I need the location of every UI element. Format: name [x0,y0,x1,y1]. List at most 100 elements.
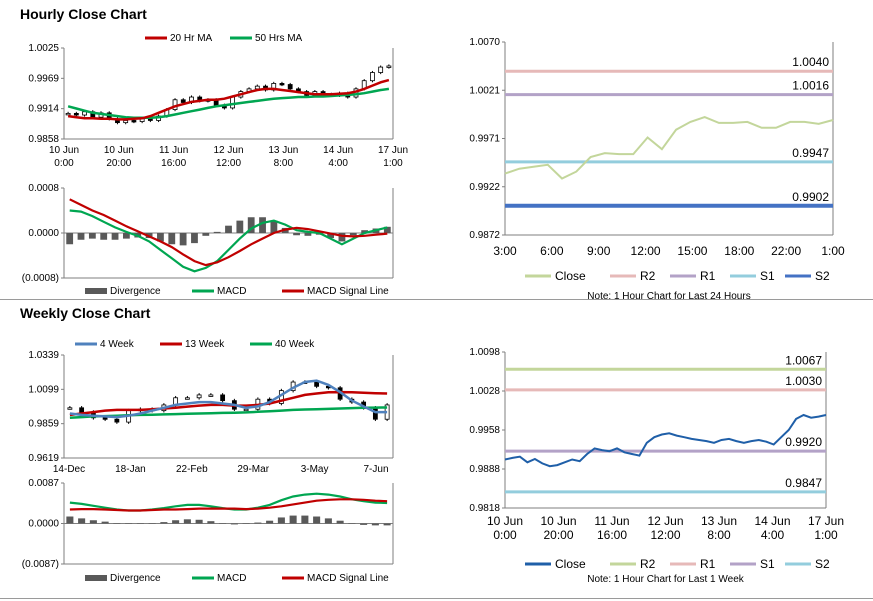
weekly-macd-legend-macd-label: MACD [217,573,246,584]
hourly-price-xtick-time: 0:00 [54,158,74,169]
hourly-price-xtick-time: 20:00 [106,158,131,169]
weekly-macd-divergence-bar [113,523,121,524]
weekly-macd-divergence-bar [289,515,297,524]
hourly-price-ytick-label: 0.9969 [28,73,59,84]
hourly-price-xtick-date: 11 Jun [159,145,188,156]
weekly-macd-ytick-label: 0.0087 [28,478,59,489]
hourly-macd-divergence-bar [293,233,300,236]
hourly-macd-divergence-bar [304,233,312,236]
weekly-hourly-xtick-date: 12 Jun [647,514,683,528]
hourly-price-candle-body [386,65,392,68]
hourly-24h-ytick-label: 1.0021 [469,85,500,96]
hourly-price-ytick-label: 0.9914 [28,104,59,115]
hourly-price-xtick-date: 10 Jun [104,145,134,156]
hourly-macd-divergence-bar [179,233,187,246]
weekly-macd-divergence-bar [66,516,74,524]
weekly-hourly-ytick-label: 0.9818 [469,503,500,514]
hourly-24h-xtick-label: 6:00 [540,244,564,258]
hourly-price-xtick-date: 12 Jun [213,145,243,156]
hourly-price-xtick-date: 10 Jun [49,145,79,156]
hourly-price-candle-body [65,112,71,116]
hourly-price-xtick-date: 17 Jun [378,145,408,156]
weekly-hourly-xtick-time: 1:00 [814,528,838,542]
weekly-legend-4week-label: 4 Week [100,339,135,350]
bottom-divider [0,598,873,599]
weekly-price-candle-body [314,381,320,387]
hourly-price-xtick-date: 13 Jun [268,145,298,156]
weekly-price-candle-body [79,407,85,413]
weekly-macd-divergence-bar [148,523,156,524]
weekly-macd-divergence-bar [78,518,86,524]
weekly-hourly-ytick-label: 1.0028 [469,386,500,397]
hourly-macd-divergence-bar [122,233,130,239]
weekly-price-xtick-label: 18-Jan [115,464,146,475]
weekly-hourly-xtick-date: 10 Jun [487,514,523,528]
hourly-macd-divergence-bar [191,233,198,244]
hourly-24h-close-line [504,116,834,180]
hourly-macd-divergence-bar [270,220,278,233]
hourly-macd-divergence-bar [361,230,369,233]
hourly-price-ytick-label: 0.9858 [28,134,59,145]
weekly-hourly-xtick-date: 13 Jun [701,514,737,528]
hourly-macd-legend-signal-label: MACD Signal Line [307,286,389,297]
weekly-macd-divergence-bar [136,523,144,524]
weekly-macd-divergence-bar [277,517,285,524]
weekly-hourly-xtick-time: 16:00 [597,528,627,542]
weekly-macd-ytick-label: (0.0087) [22,559,59,570]
hourly-price-candle-body [287,84,293,90]
weekly-legend-13week-label: 13 Week [185,339,225,350]
weekly-macd-divergence-bar [371,523,379,526]
hourly-macd-divergence-bar [202,233,210,236]
hourly-macd-divergence-bar [349,233,357,236]
hourly-24h-level-r1-label: 1.0016 [792,79,829,93]
hourly-price-xtick-time: 16:00 [161,158,186,169]
weekly-price-ytick-label: 1.0099 [28,384,59,395]
weekly-macd-divergence-bar [383,523,391,526]
hourly-24h-xtick-label: 12:00 [631,244,661,258]
hourly-macd-divergence-bar [213,231,221,233]
weekly-macd-divergence-bar [207,521,215,524]
weekly-macd-divergence-bar [242,523,250,524]
weekly-hourly-xtick-time: 12:00 [650,528,680,542]
hourly-macd-chart: 0.0008 0.0000 (0.0008) Divergence MACD MACD S… [22,183,394,297]
weekly-macd-divergence-bar [183,519,191,524]
weekly-macd-divergence-bar [336,520,344,524]
hourly-24h-legend-s2-label: S2 [815,269,830,283]
hourly-price-xtick-time: 12:00 [216,158,241,169]
weekly-price-xtick-label: 7-Jun [363,464,388,475]
hourly-macd-divergence-bar [100,233,108,240]
weekly-price-ytick-label: 1.0339 [28,350,59,361]
weekly-price-candle-body [196,394,202,399]
weekly-macd-divergence-bar [324,518,332,524]
weekly-hourly-level-s1-label: 0.9920 [785,435,822,449]
hourly-macd-divergence-bar [157,233,164,242]
weekly-hourly-ytick-label: 0.9958 [469,425,500,436]
hourly-24h-ytick-label: 0.9872 [469,230,500,241]
weekly-hourly-xtick-date: 11 Jun [594,514,629,528]
weekly-4week-line [69,379,388,419]
weekly-macd-divergence-bar [360,523,368,525]
hourly-price-chart: 1.0025 0.9969 0.9914 0.9858 20 Hr MA 50 Hrs M… [28,33,408,169]
weekly-macd-legend-divergence-label: Divergence [110,573,161,584]
weekly-price-xtick-label: 3-May [301,464,329,475]
hourly-24h-legend-r2-label: R2 [640,269,656,283]
hourly-macd-divergence-bar [168,233,176,245]
weekly-hourly-note: Note: 1 Hour Chart for Last 1 Week [587,574,745,585]
hourly-price-xtick-time: 4:00 [328,158,348,169]
hourly-price-xtick-date: 14 Jun [323,145,353,156]
hourly-macd-ytick-label: 0.0000 [28,228,59,239]
weekly-hourly-xtick-date: 10 Jun [540,514,576,528]
hourly-macd-divergence-bar [66,233,74,245]
weekly-price-candle-body [208,394,214,397]
weekly-macd-divergence-bar [313,516,321,524]
hourly-macd-legend-divergence-swatch [85,288,107,294]
hourly-price-candle-body [73,112,79,116]
hourly-macd-divergence-bar [111,233,119,240]
hourly-macd-divergence-bar [338,233,346,242]
hourly-legend-ma20-label: 20 Hr MA [170,33,213,44]
hourly-24h-legend-s1-label: S1 [760,269,775,283]
hourly-24h-ytick-label: 1.0070 [469,37,500,48]
hourly-price-candle-body [180,99,186,103]
hourly-section-title: Hourly Close Chart [20,6,147,22]
weekly-hourly-chart: 1.0098 1.0028 0.9958 0.9888 0.9818 1.0067 1.00… [469,347,844,585]
